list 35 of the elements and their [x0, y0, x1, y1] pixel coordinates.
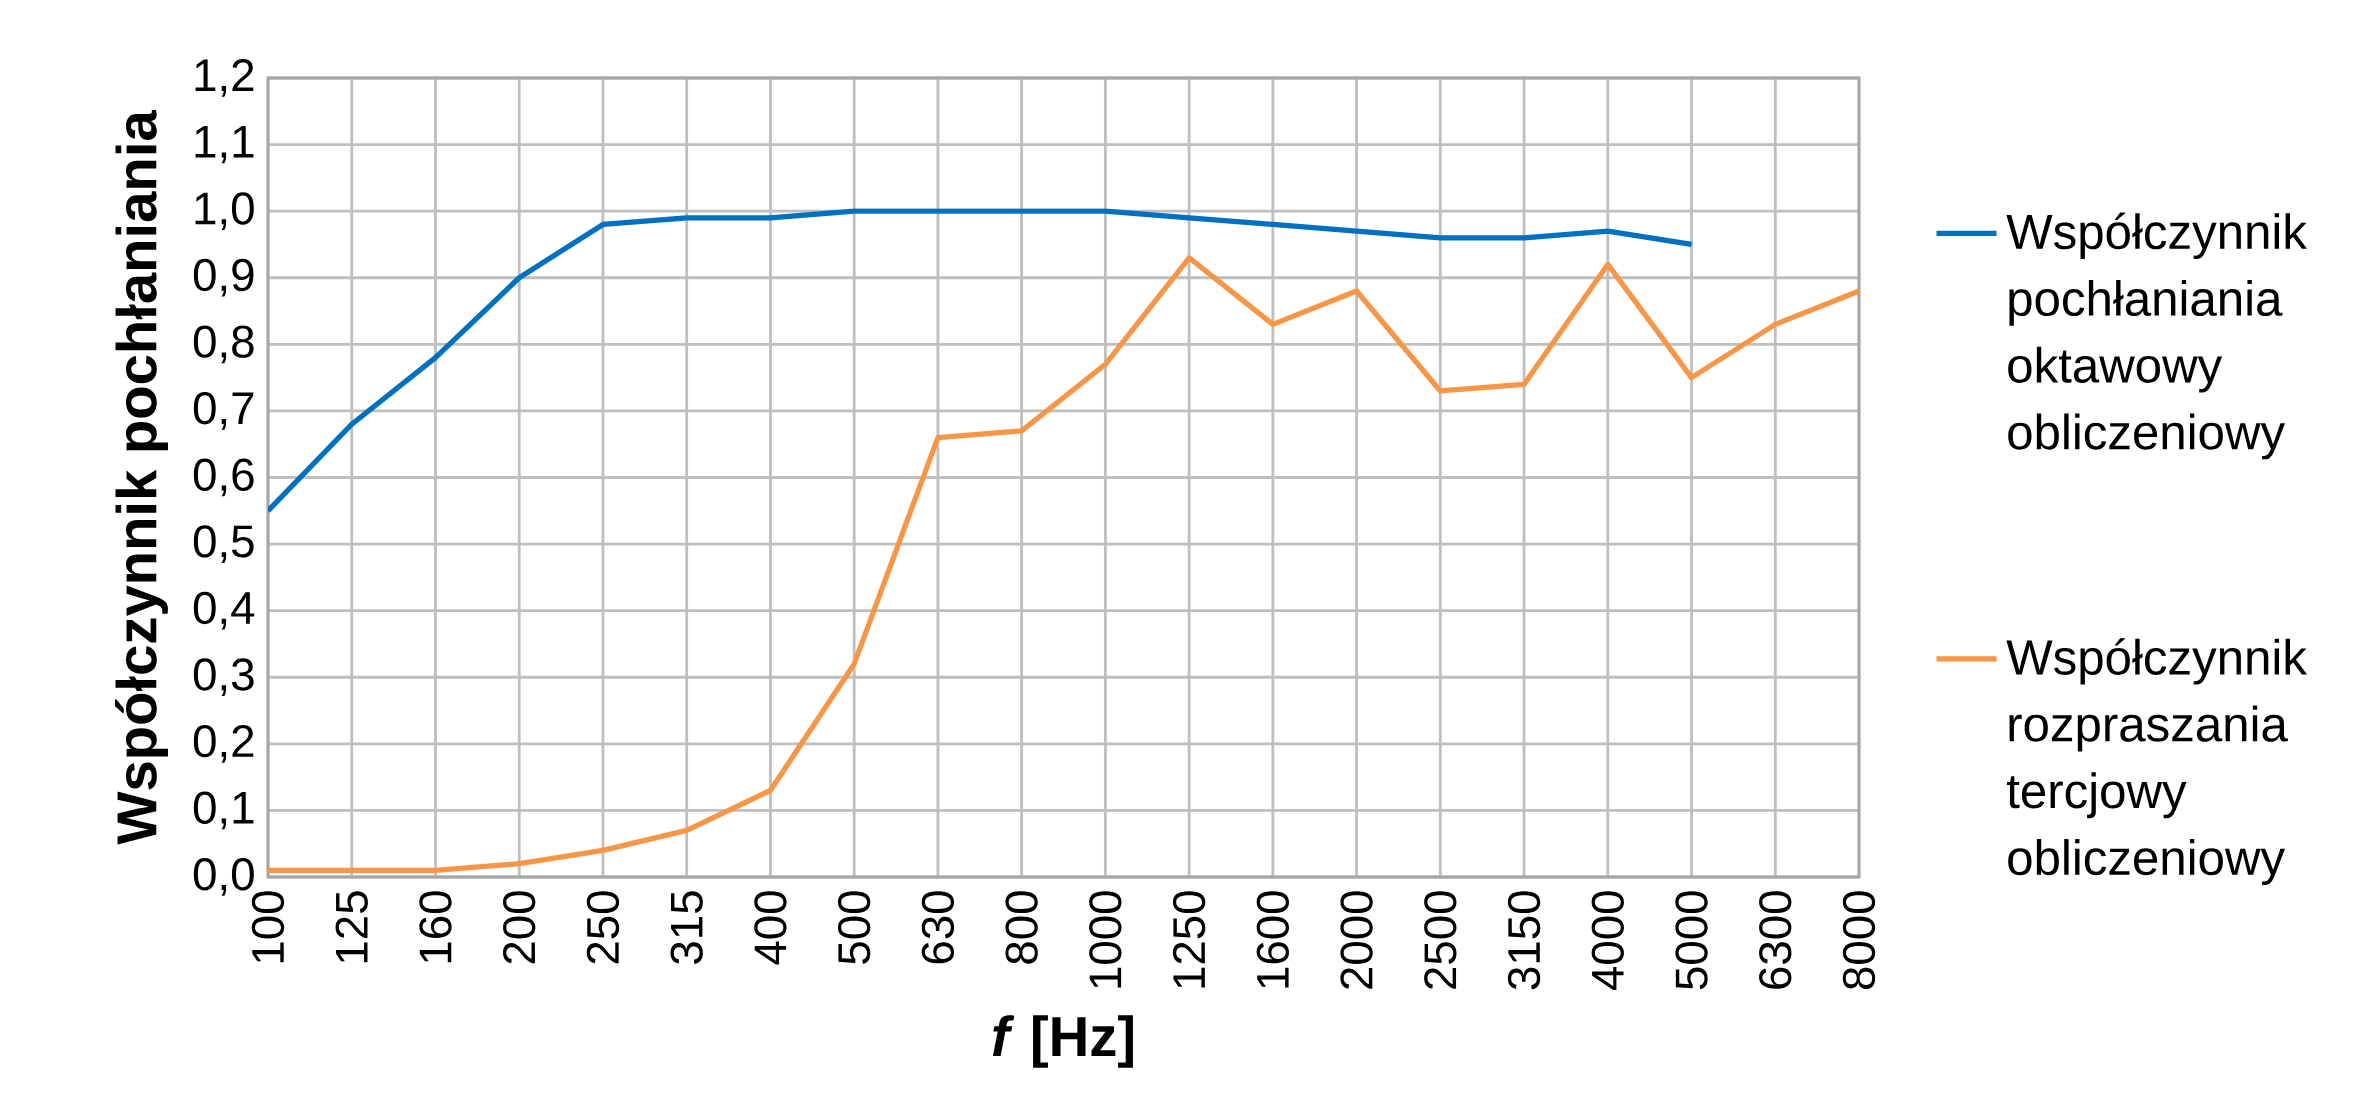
x-tick-label: 2500 [1424, 891, 1457, 989]
x-tick-label: 200 [503, 891, 536, 964]
x-tick-label: 4000 [1591, 891, 1624, 991]
x-tick-label: 1000 [1089, 891, 1122, 988]
y-tick-label: 0,2 [193, 724, 254, 763]
x-tick-label: 6300 [1759, 891, 1792, 989]
y-tick-label: 1,1 [195, 125, 254, 164]
x-axis-title: f [Hz] [992, 1015, 1133, 1068]
y-tick-label: 0,9 [193, 258, 254, 297]
x-tick-label: 160 [419, 891, 452, 963]
x-tick-label: 315 [670, 891, 703, 964]
y-tick-label: 1,0 [195, 192, 254, 231]
x-tick-label: 5000 [1675, 891, 1708, 990]
y-tick-label: 0,7 [193, 392, 254, 430]
x-tick-label: 8000 [1842, 891, 1876, 990]
x-tick-label: 3150 [1507, 891, 1541, 990]
y-tick-label: 0,4 [193, 591, 255, 630]
y-tick-label: 0,3 [193, 658, 254, 697]
legend-label: Współczynnik pochłaniania oktawowy obliczeniowy [2006, 212, 2308, 460]
y-tick-label: 0,8 [193, 325, 254, 364]
y-tick-label: 1,2 [195, 59, 254, 97]
legend-label: Współczynnik rozpraszania tercjowy obliczeniowy [2006, 638, 2308, 885]
y-axis-title: Współczynnik pochłaniania [115, 109, 168, 845]
y-tick-label: 0,5 [193, 525, 254, 563]
x-tick-label: 400 [754, 891, 787, 965]
x-tick-label: 1250 [1172, 891, 1206, 988]
y-tick-label: 0,6 [193, 458, 254, 497]
x-tick-label: 800 [1005, 891, 1038, 964]
x-tick-label: 1600 [1256, 891, 1290, 988]
x-tick-label: 125 [335, 891, 368, 963]
x-tick-label: 500 [837, 891, 871, 964]
y-tick-label: 0,1 [193, 791, 254, 830]
x-tick-label: 250 [586, 891, 620, 964]
x-tick-label: 630 [921, 891, 955, 964]
x-tick-label: 2000 [1340, 891, 1373, 989]
